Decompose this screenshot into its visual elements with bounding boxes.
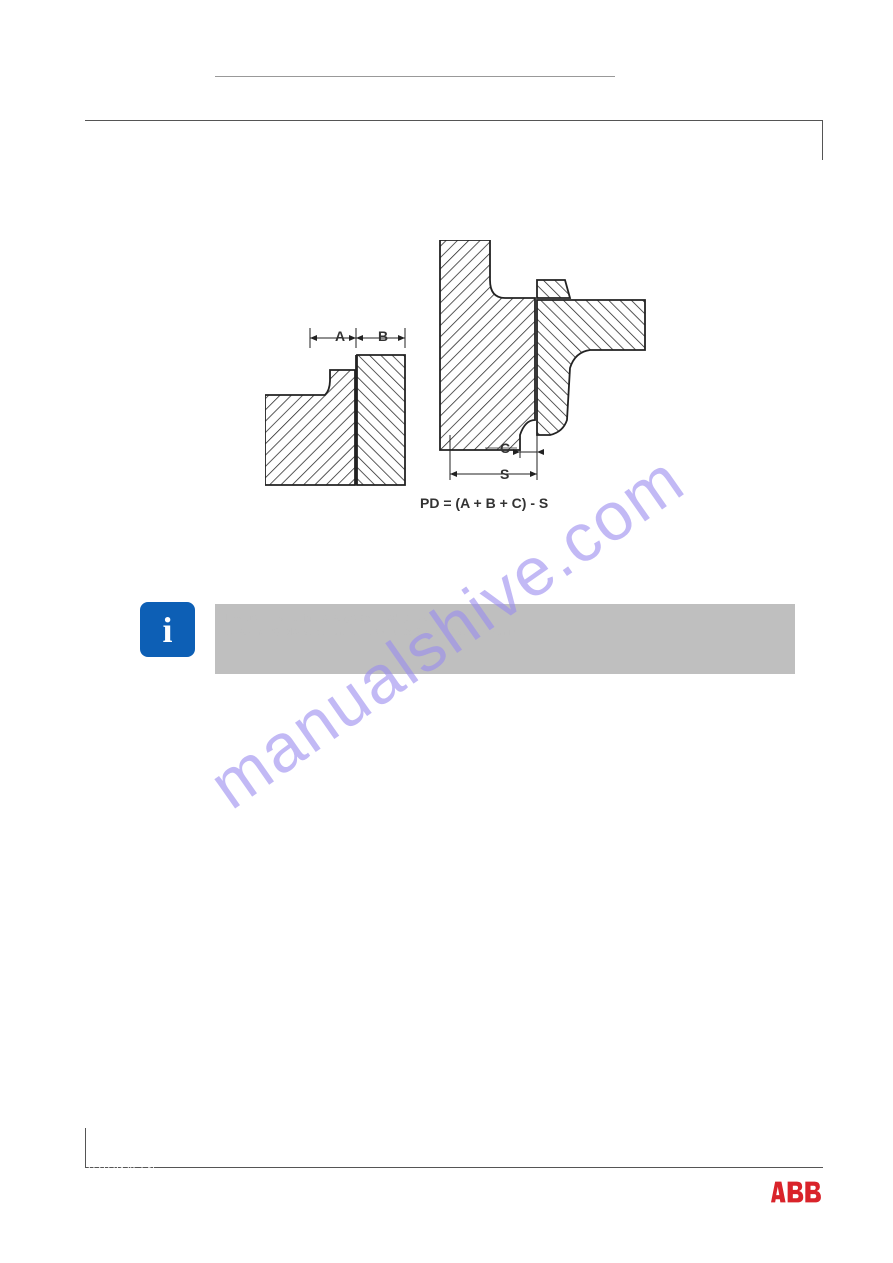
header-right-line2: Periodic maintenance work: [691, 50, 823, 62]
footer-info: HZTL2473_EN Revision H March 2014: [88, 1164, 155, 1203]
instruction-list: Measure gap widths A, B and C Measure cu…: [215, 172, 365, 217]
dimension-label-c: C: [500, 440, 510, 456]
info-icon-box: i: [140, 602, 195, 657]
technical-diagram: [265, 240, 695, 520]
dimension-label-s: S: [500, 466, 509, 482]
instruction-item-3: Calculate value PD: [215, 202, 365, 217]
header-line1: Operation Manual: [215, 40, 615, 56]
info-icon: i: [162, 609, 172, 651]
footer-revision: Revision H: [88, 1177, 155, 1190]
page-number: Page 76: [778, 130, 815, 141]
note-line2: Clearances), please contact an ABB Turbo…: [225, 626, 785, 640]
page-header: Operation Manual TPL 71-C Periodic maint…: [85, 40, 823, 100]
top-border-right: [822, 120, 823, 160]
header-line2: TPL 71-C: [215, 56, 615, 72]
header-underline: [215, 76, 615, 77]
manual-page: Operation Manual TPL 71-C Periodic maint…: [0, 0, 893, 1263]
formula-text: PD = (A + B + C) - S: [420, 495, 548, 511]
header-right-block: Periodic maintenance work Periodic maint…: [691, 38, 823, 62]
instruction-item-1: Measure gap widths A, B and C: [215, 172, 365, 187]
abb-logo: [771, 1181, 823, 1208]
note-line1: If value PD is not in the range specifie…: [225, 612, 785, 626]
header-right-line1: Periodic maintenance work: [691, 38, 823, 50]
dimension-label-b: B: [378, 328, 388, 344]
note-box: If value PD is not in the range specifie…: [215, 604, 795, 674]
dimension-label-a: A: [335, 328, 345, 344]
footer-doc-id: HZTL2473_EN: [88, 1164, 155, 1177]
footer-date: March 2014: [88, 1190, 155, 1203]
bottom-border-line: [85, 1167, 823, 1168]
top-border-line: [85, 120, 823, 121]
bottom-border-left: [85, 1128, 86, 1168]
header-title-block: Operation Manual TPL 71-C: [215, 40, 615, 71]
instruction-item-2: Measure current wear condition S: [215, 187, 365, 202]
